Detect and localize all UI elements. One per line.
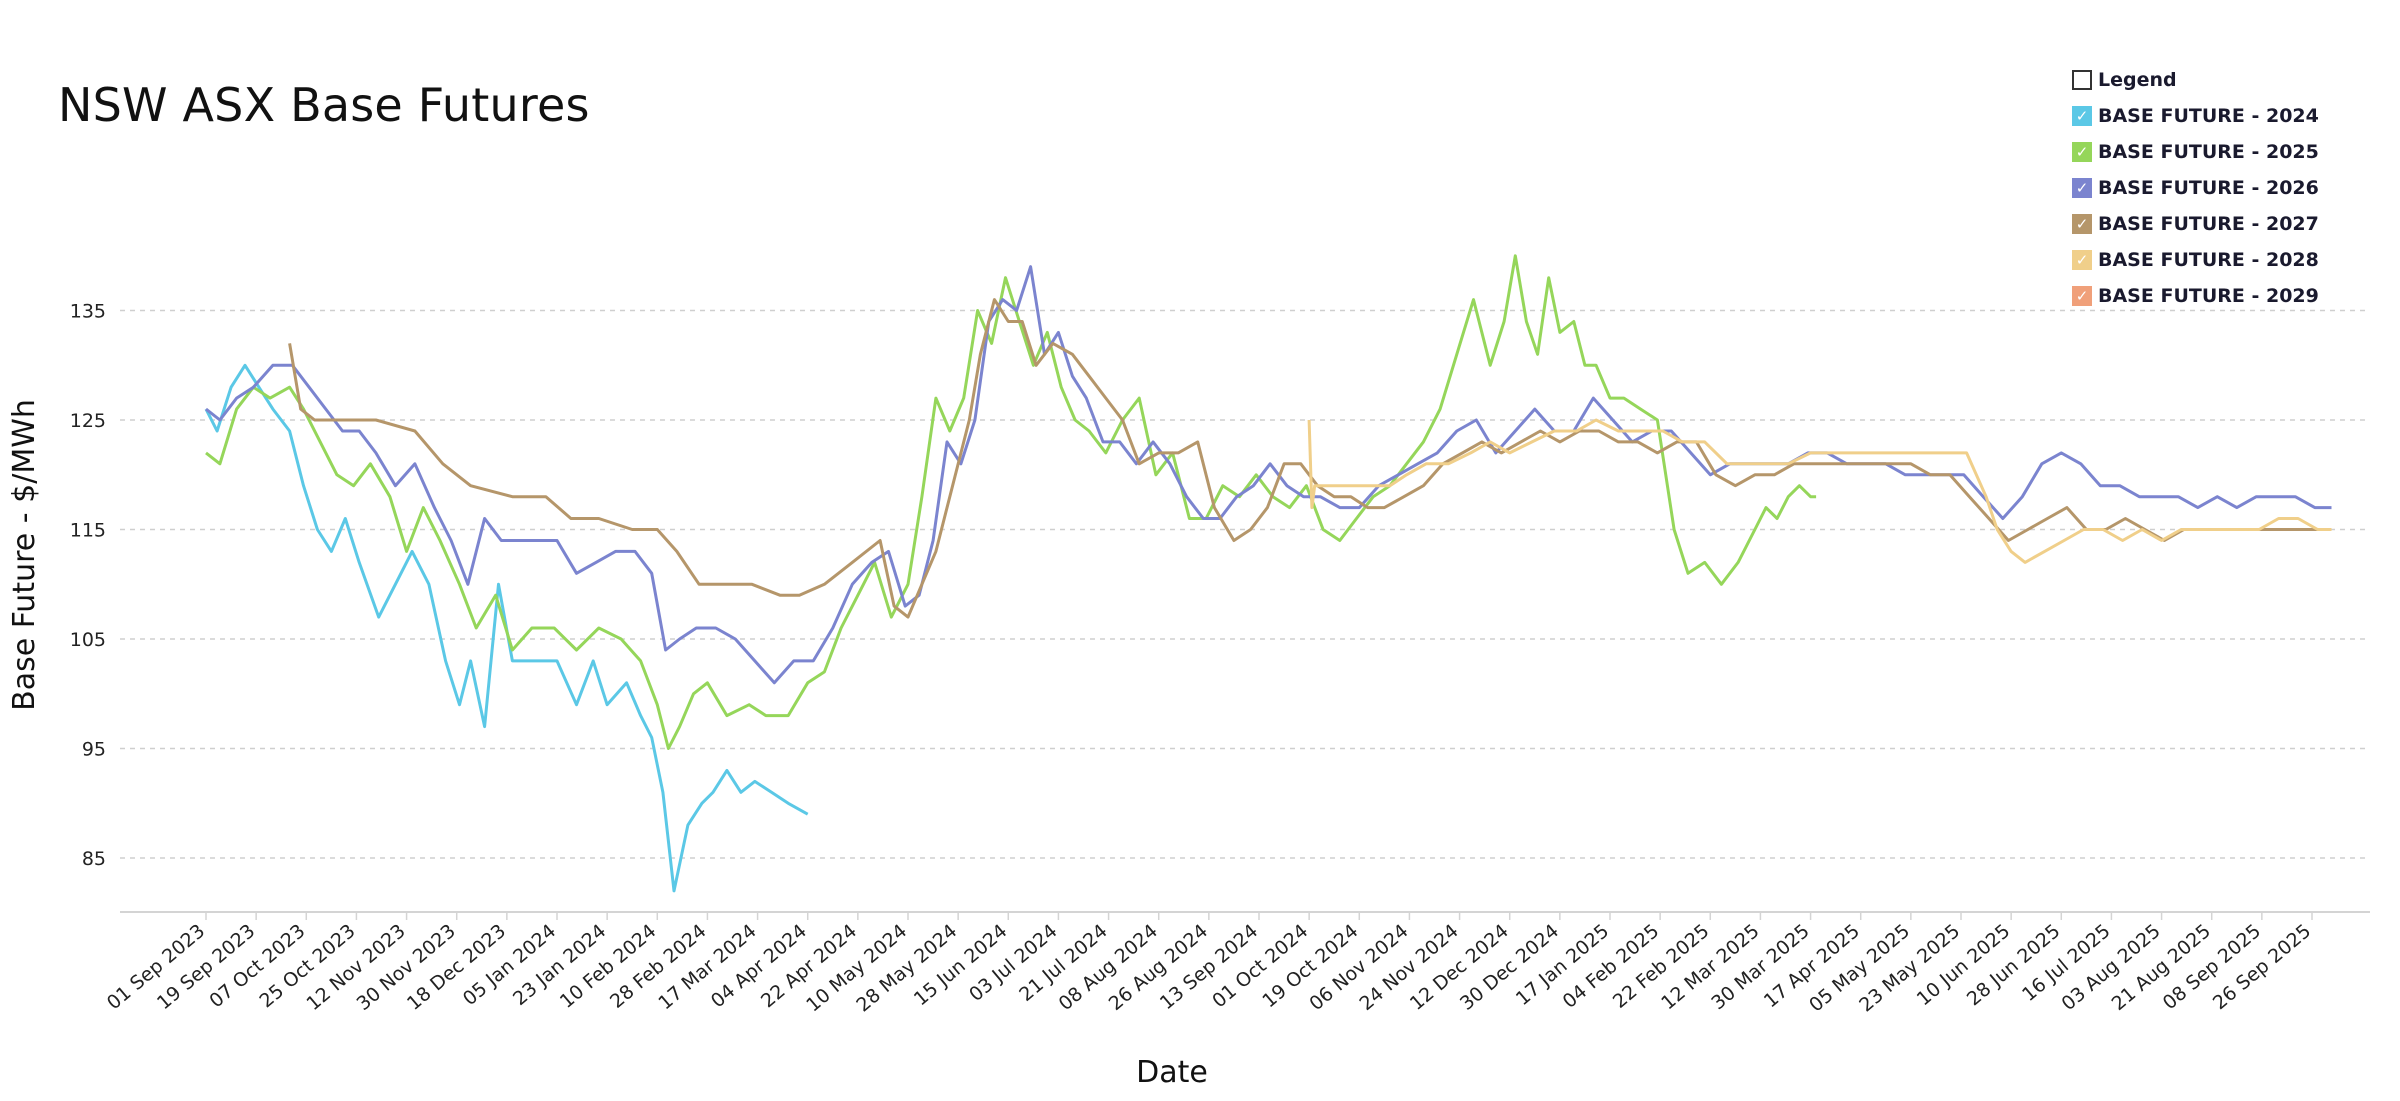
series-line-2026 [205,265,2332,685]
y-tick-label: 95 [82,739,106,761]
y-tick-label: 115 [70,520,106,542]
legend-item[interactable]: ✓ BASE FUTURE - 2027 [2072,206,2319,242]
checkmark-icon[interactable]: ✓ [2072,250,2092,270]
x-axis-label: Date [1136,1055,1208,1090]
legend-title: Legend [2098,69,2177,91]
legend-item-label: BASE FUTURE - 2026 [2098,177,2319,199]
legend-item[interactable]: ✓ BASE FUTURE - 2025 [2072,134,2319,170]
checkmark-icon[interactable]: ✓ [2072,178,2092,198]
legend-title-row[interactable]: Legend [2072,62,2319,98]
series-lines [204,254,2332,893]
grid-lines [120,309,2370,859]
series-line-2027 [288,298,2332,619]
y-tick-label: 125 [70,410,106,432]
checkmark-icon[interactable]: ✓ [2072,286,2092,306]
legend-item-label: BASE FUTURE - 2028 [2098,249,2319,271]
checkmark-icon[interactable]: ✓ [2072,142,2092,162]
legend-item[interactable]: ✓ BASE FUTURE - 2028 [2072,242,2319,278]
legend-item[interactable]: ✓ BASE FUTURE - 2024 [2072,98,2319,134]
checkmark-icon[interactable]: ✓ [2072,214,2092,234]
legend: Legend ✓ BASE FUTURE - 2024 ✓ BASE FUTURE -… [2072,62,2319,314]
series-line-2024 [204,363,809,893]
y-tick-label: 135 [70,301,106,323]
y-axis-label: Base Future - $/MWh [7,399,42,711]
legend-item[interactable]: ✓ BASE FUTURE - 2029 [2072,278,2319,314]
legend-item-label: BASE FUTURE - 2029 [2098,285,2319,307]
series-line-2025 [205,254,1817,750]
legend-item-label: BASE FUTURE - 2025 [2098,141,2319,163]
legend-item-label: BASE FUTURE - 2027 [2098,213,2319,235]
page-title: NSW ASX Base Futures [58,78,590,132]
y-tick-label: 85 [82,848,106,870]
y-tick-label: 105 [70,629,106,651]
legend-item-label: BASE FUTURE - 2024 [2098,105,2319,127]
series-line-2028 [1307,418,2332,564]
checkmark-icon[interactable]: ✓ [2072,106,2092,126]
legend-items: ✓ BASE FUTURE - 2024 ✓ BASE FUTURE - 2025 ✓ B… [2072,98,2319,314]
legend-item[interactable]: ✓ BASE FUTURE - 2026 [2072,170,2319,206]
legend-checkbox[interactable] [2072,70,2092,90]
y-tick-labels: 85 95 105 115 125 135 [70,301,106,871]
